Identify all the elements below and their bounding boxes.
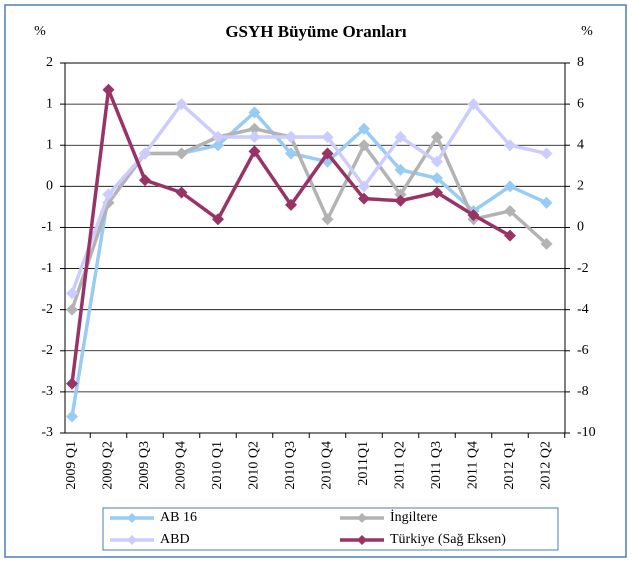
y-tick-label: 2 [46,55,53,70]
x-tick-label: 2010 Q2 [247,441,262,490]
point-marker [66,377,78,390]
point-marker [248,106,261,119]
x-tick-label: 2011 Q4 [466,441,481,489]
x-tick-label: 2010 Q3 [283,441,298,490]
point-marker [285,147,297,160]
y2-axis-label: % [581,24,593,39]
point-marker [139,174,151,187]
point-marker [175,186,188,199]
point-marker [540,147,553,160]
x-tick-label: 2009 Q3 [137,441,152,490]
point-marker [321,147,334,160]
point-marker [394,188,407,201]
y-tick-label: 0 [46,179,53,194]
point-marker [248,122,261,135]
x-tick-label: 2011 Q3 [429,441,444,489]
y-axis-label: % [34,24,46,39]
x-tick-label: 2010 Q4 [320,441,335,490]
y2-tick-label: 8 [577,55,584,70]
x-tick-label: 2009 Q2 [101,441,116,490]
point-marker [467,209,480,222]
legend-marker [127,513,137,523]
point-marker [66,287,78,300]
x-tick-label: 2012 Q2 [539,441,554,490]
y2-tick-label: 4 [577,137,584,152]
x-tick-label: 2011 Q2 [393,441,408,489]
legend-marker [357,513,367,523]
y-tick-label: -3 [41,425,53,440]
y2-tick-label: 6 [577,96,584,111]
point-marker [358,139,370,152]
y2-tick-label: -10 [577,425,596,440]
point-marker [431,172,443,185]
point-marker [358,122,370,135]
y-tick-label: 1 [46,96,53,111]
point-marker [175,147,188,160]
point-marker [467,98,480,111]
legend-box [102,507,559,551]
point-marker [248,131,261,143]
point-marker [540,196,553,209]
y-tick-label: 1 [46,137,53,152]
point-marker [102,83,115,96]
point-marker [285,131,297,143]
point-marker [285,198,297,211]
point-marker [212,213,224,226]
y-tick-label: -3 [41,384,53,399]
point-marker [212,131,224,143]
point-marker [504,180,516,193]
y2-tick-label: -2 [577,261,589,276]
y-tick-label: -2 [41,302,53,317]
point-marker [431,186,443,199]
chart-title: GSYH Büyüme Oranları [225,22,407,41]
point-marker [504,139,516,152]
legend-marker [357,535,367,545]
point-marker [431,131,443,143]
point-marker [212,139,224,152]
x-tick-label: 2009 Q1 [64,441,79,490]
point-marker [139,147,151,160]
legend-label: AB 16 [160,510,197,525]
y-tick-label: -2 [41,343,53,358]
point-marker [540,237,553,250]
point-marker [358,192,370,205]
point-marker [504,205,516,217]
y2-tick-label: -4 [577,302,589,317]
point-marker [431,155,443,168]
x-tick-label: 2010 Q1 [210,441,225,490]
point-marker [358,180,370,193]
point-marker [394,131,407,143]
legend-label: Türkiye (Sağ Eksen) [390,532,506,547]
point-marker [102,188,115,201]
y2-tick-label: 2 [577,179,584,194]
point-marker [175,98,188,111]
x-tick-label: 2009 Q4 [174,441,189,490]
x-tick-label: 2012 Q1 [502,441,517,490]
x-tick-label: 2011Q1 [356,441,371,486]
point-marker [394,163,407,176]
point-marker [248,145,261,158]
y2-tick-label: -6 [577,343,589,358]
legend-label: İngiltere [390,509,437,525]
point-marker [321,213,334,226]
point-marker [66,410,78,423]
point-marker [321,131,334,143]
y2-tick-label: 0 [577,220,584,235]
y-tick-label: -1 [41,220,53,235]
y-tick-label: -1 [41,261,53,276]
point-marker [66,303,78,316]
plot-area [64,62,566,434]
point-marker [394,194,407,207]
y2-tick-label: -8 [577,384,589,399]
point-marker [504,229,516,242]
series-line [70,102,547,294]
legend-marker [127,535,137,545]
legend-label: ABD [160,532,190,547]
